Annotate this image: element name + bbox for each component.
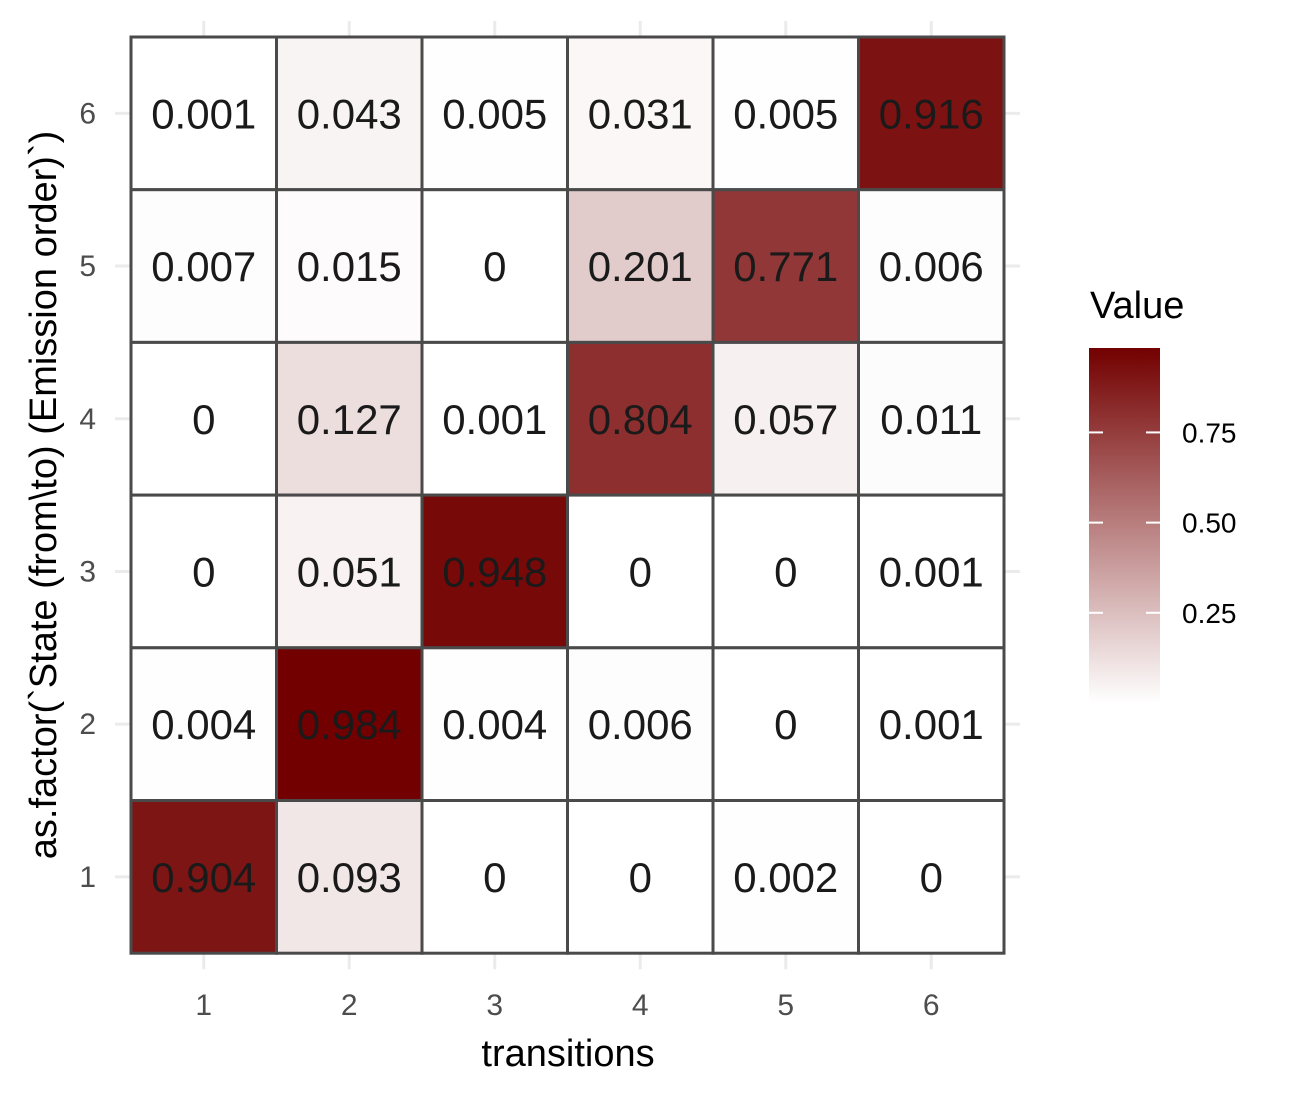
cell-value-label: 0.201 (588, 243, 693, 290)
cell-value-label: 0.804 (588, 396, 693, 443)
cell-value-label: 0 (192, 548, 215, 595)
y-tick-label: 5 (79, 250, 96, 283)
cell-value-label: 0 (629, 548, 652, 595)
cell-value-label: 0.057 (733, 396, 838, 443)
cell-value-label: 0.051 (297, 548, 402, 595)
y-tick-label: 4 (79, 403, 96, 436)
cell-value-label: 0.031 (588, 90, 693, 137)
x-tick-label: 3 (486, 989, 503, 1022)
legend-ticks: 0.25 0.50 0.75 (1089, 417, 1237, 629)
heatmap-cell (566, 188, 715, 344)
cell-value-label: 0.015 (297, 243, 402, 290)
cell-value-label: 0.006 (879, 243, 984, 290)
heatmap-cell (566, 340, 715, 497)
cell-value-label: 0.006 (588, 701, 693, 748)
y-tick-label: 6 (79, 97, 96, 130)
cell-value-label: 0 (774, 548, 797, 595)
cell-value-label: 0.127 (297, 396, 402, 443)
heatmap-cells (129, 35, 1006, 955)
cell-value-label: 0 (629, 854, 652, 901)
y-tick-label: 3 (79, 555, 96, 588)
x-tick-label: 2 (341, 989, 358, 1022)
color-legend: Value 0.25 0.50 0.75 (1089, 285, 1237, 703)
cell-value-label: 0.948 (442, 548, 547, 595)
cell-value-label: 0.043 (297, 90, 402, 137)
heatmap-cell (566, 35, 715, 192)
heatmap-cell (566, 493, 715, 650)
cell-value-label: 0.002 (733, 854, 838, 901)
heatmap-cell (129, 799, 278, 955)
heatmap-cell (420, 188, 569, 344)
cell-value-label: 0.001 (442, 396, 547, 443)
heatmap-cell (275, 646, 424, 802)
heatmap-cell (420, 646, 569, 802)
heatmap-cell (275, 35, 424, 192)
cell-value-label: 0.771 (733, 243, 838, 290)
x-tick-label: 6 (923, 989, 940, 1022)
heatmap-cell (857, 799, 1006, 955)
cell-value-label: 0.904 (151, 854, 256, 901)
heatmap-cell (275, 493, 424, 650)
y-axis-ticks: 6 5 4 3 2 1 (79, 97, 96, 894)
heatmap-cell (129, 35, 278, 192)
cell-value-label: 0.001 (879, 548, 984, 595)
heatmap-cell (857, 188, 1006, 344)
cell-value-label: 0 (920, 854, 943, 901)
cell-value-label: 0 (192, 396, 215, 443)
heatmap-cell-labels: 0.001 0.043 0.005 0.031 0.005 0.916 0.007 0.015… (151, 90, 984, 901)
x-axis-ticks: 1 2 3 4 5 6 (195, 989, 939, 1022)
heatmap-cell (857, 340, 1006, 497)
cell-value-label: 0 (483, 243, 506, 290)
heatmap-cell (857, 493, 1006, 650)
cell-value-label: 0.093 (297, 854, 402, 901)
cell-value-label: 0.011 (880, 396, 982, 443)
legend-tick-label: 0.75 (1182, 417, 1237, 448)
legend-tick-label: 0.50 (1182, 508, 1237, 539)
cell-value-label: 0.984 (297, 701, 402, 748)
heatmap-cell (275, 799, 424, 955)
heatmap-cell (711, 188, 860, 344)
y-tick-label: 2 (79, 708, 96, 741)
cell-value-label: 0.001 (879, 701, 984, 748)
x-tick-label: 5 (777, 989, 794, 1022)
heatmap-cell (129, 188, 278, 344)
legend-colorbar (1089, 348, 1160, 703)
cell-value-label: 0.001 (151, 90, 256, 137)
y-tick-label: 1 (79, 861, 96, 894)
cell-value-label: 0.004 (442, 701, 547, 748)
cell-value-label: 0.005 (442, 90, 547, 137)
cell-value-label: 0.007 (151, 243, 256, 290)
y-axis-title: as.factor(`State (from\to) (Emission ord… (23, 131, 65, 859)
cell-value-label: 0 (774, 701, 797, 748)
legend-tick-label: 0.25 (1182, 598, 1237, 629)
heatmap-cell (711, 799, 860, 955)
heatmap-cell (711, 340, 860, 497)
heatmap-cell (420, 799, 569, 955)
cell-value-label: 0.005 (733, 90, 838, 137)
legend-title: Value (1090, 285, 1184, 327)
cell-value-label: 0 (483, 854, 506, 901)
x-tick-label: 1 (195, 989, 212, 1022)
x-tick-label: 4 (632, 989, 649, 1022)
cell-value-label: 0.004 (151, 701, 256, 748)
cell-value-label: 0.916 (879, 90, 984, 137)
x-axis-title: transitions (481, 1033, 654, 1075)
